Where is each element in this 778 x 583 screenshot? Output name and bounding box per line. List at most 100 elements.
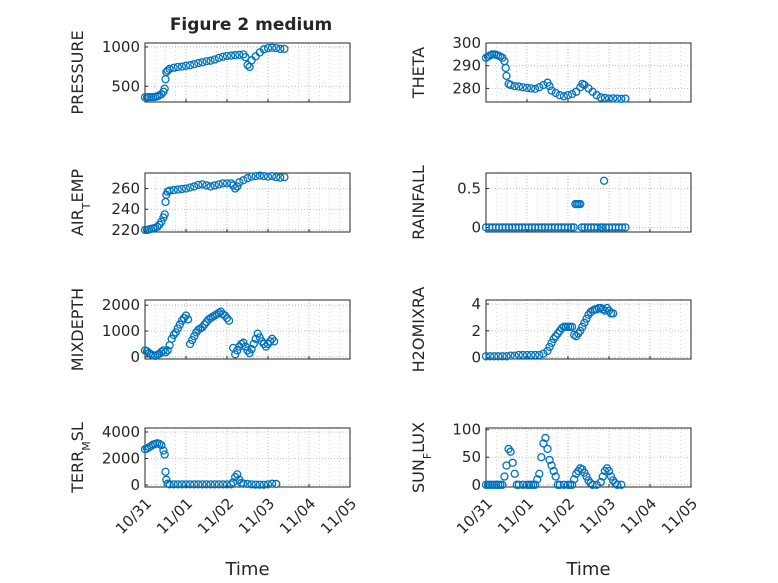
data-point [576,199,585,209]
data-point [269,337,279,346]
data-point [218,480,228,489]
data-point [506,80,515,90]
data-point [580,318,589,327]
data-point [263,480,273,489]
data-point [190,60,199,69]
data-point [165,480,174,489]
data-point [212,310,221,319]
data-point [233,182,242,191]
data-point [198,323,207,332]
data-point [280,44,289,54]
data-point [498,480,507,489]
axes-box [144,172,351,233]
data-point [498,352,507,361]
data-point [567,89,577,99]
data-point [231,51,240,60]
data-point [194,180,203,190]
y-axis-label: THETA [409,47,428,99]
data-point [490,352,499,361]
x-axis-label: Time [565,559,610,580]
data-point [206,182,215,191]
data-point [276,173,285,182]
y-tick-label: 0 [130,348,140,366]
data-point [563,91,573,100]
h2omixra-panel: 0 2 4 H2OMIXRA [409,287,692,372]
y-tick-label: 2 [471,322,481,340]
data-point [272,43,281,53]
data-point [481,352,491,361]
data-point [518,350,528,360]
data-point [185,480,195,489]
data-point [142,444,152,453]
data-point [535,469,544,478]
data-point [539,439,548,448]
data-point [588,480,597,489]
data-point [214,180,223,189]
data-point [202,57,211,66]
data-point [222,51,232,61]
data-point [194,480,203,489]
data-point [243,346,252,355]
data-point [247,172,256,181]
data-point [596,303,605,313]
data-point [267,171,277,181]
data-point [547,461,556,470]
data-point [485,352,495,361]
y-tick-label: 500 [111,77,140,95]
data-point [247,480,256,489]
y-tick-label: 0 [471,476,481,494]
data-point [185,183,195,192]
data-point [526,84,536,93]
data-point [617,94,626,103]
data-point [617,223,627,232]
data-point [510,81,519,91]
data-point [599,176,609,185]
pressure-panel: 500 1000 PRESSURE [68,30,351,115]
data-point [533,475,542,484]
theta-panel: 280 290 300 THETA [409,34,692,103]
data-point [551,472,560,481]
data-point [592,305,601,314]
y-tick-label: 0 [471,349,481,367]
data-point [210,480,219,489]
y-axis-label-subscript: F [421,453,434,459]
data-point [155,439,164,449]
y-axis-label-rest: EMP [68,169,87,203]
data-point [263,172,273,181]
data-point [613,94,622,103]
data-point [177,316,187,325]
data-point [181,480,191,489]
data-point [177,184,187,194]
y-axis-label-rest: SL [68,422,87,441]
data-point [181,184,191,193]
data-point [543,444,552,454]
data-point [555,91,564,100]
data-point [161,467,170,476]
axes-box [144,299,351,360]
data-point [173,480,182,489]
data-point [501,63,510,73]
data-point [526,350,536,360]
y-tick-label: 2000 [102,449,140,467]
data-point [214,53,223,63]
data-point [200,320,209,329]
data-point [243,60,252,70]
axes-box [144,42,351,103]
y-tick-label: 50 [462,448,481,466]
data-point [570,330,579,340]
data-point [159,346,168,355]
mixdepth-panel: 0 1000 2000 MIXDEPTH [68,288,351,371]
data-point [502,352,511,361]
data-point [576,326,585,335]
data-point [218,179,228,188]
y-tick-label: 300 [452,34,481,52]
data-point [214,480,223,489]
data-point [198,480,207,489]
data-point [190,480,199,489]
data-point [159,446,168,455]
data-point [239,479,248,488]
data-point [598,472,607,481]
data-point [567,223,576,232]
